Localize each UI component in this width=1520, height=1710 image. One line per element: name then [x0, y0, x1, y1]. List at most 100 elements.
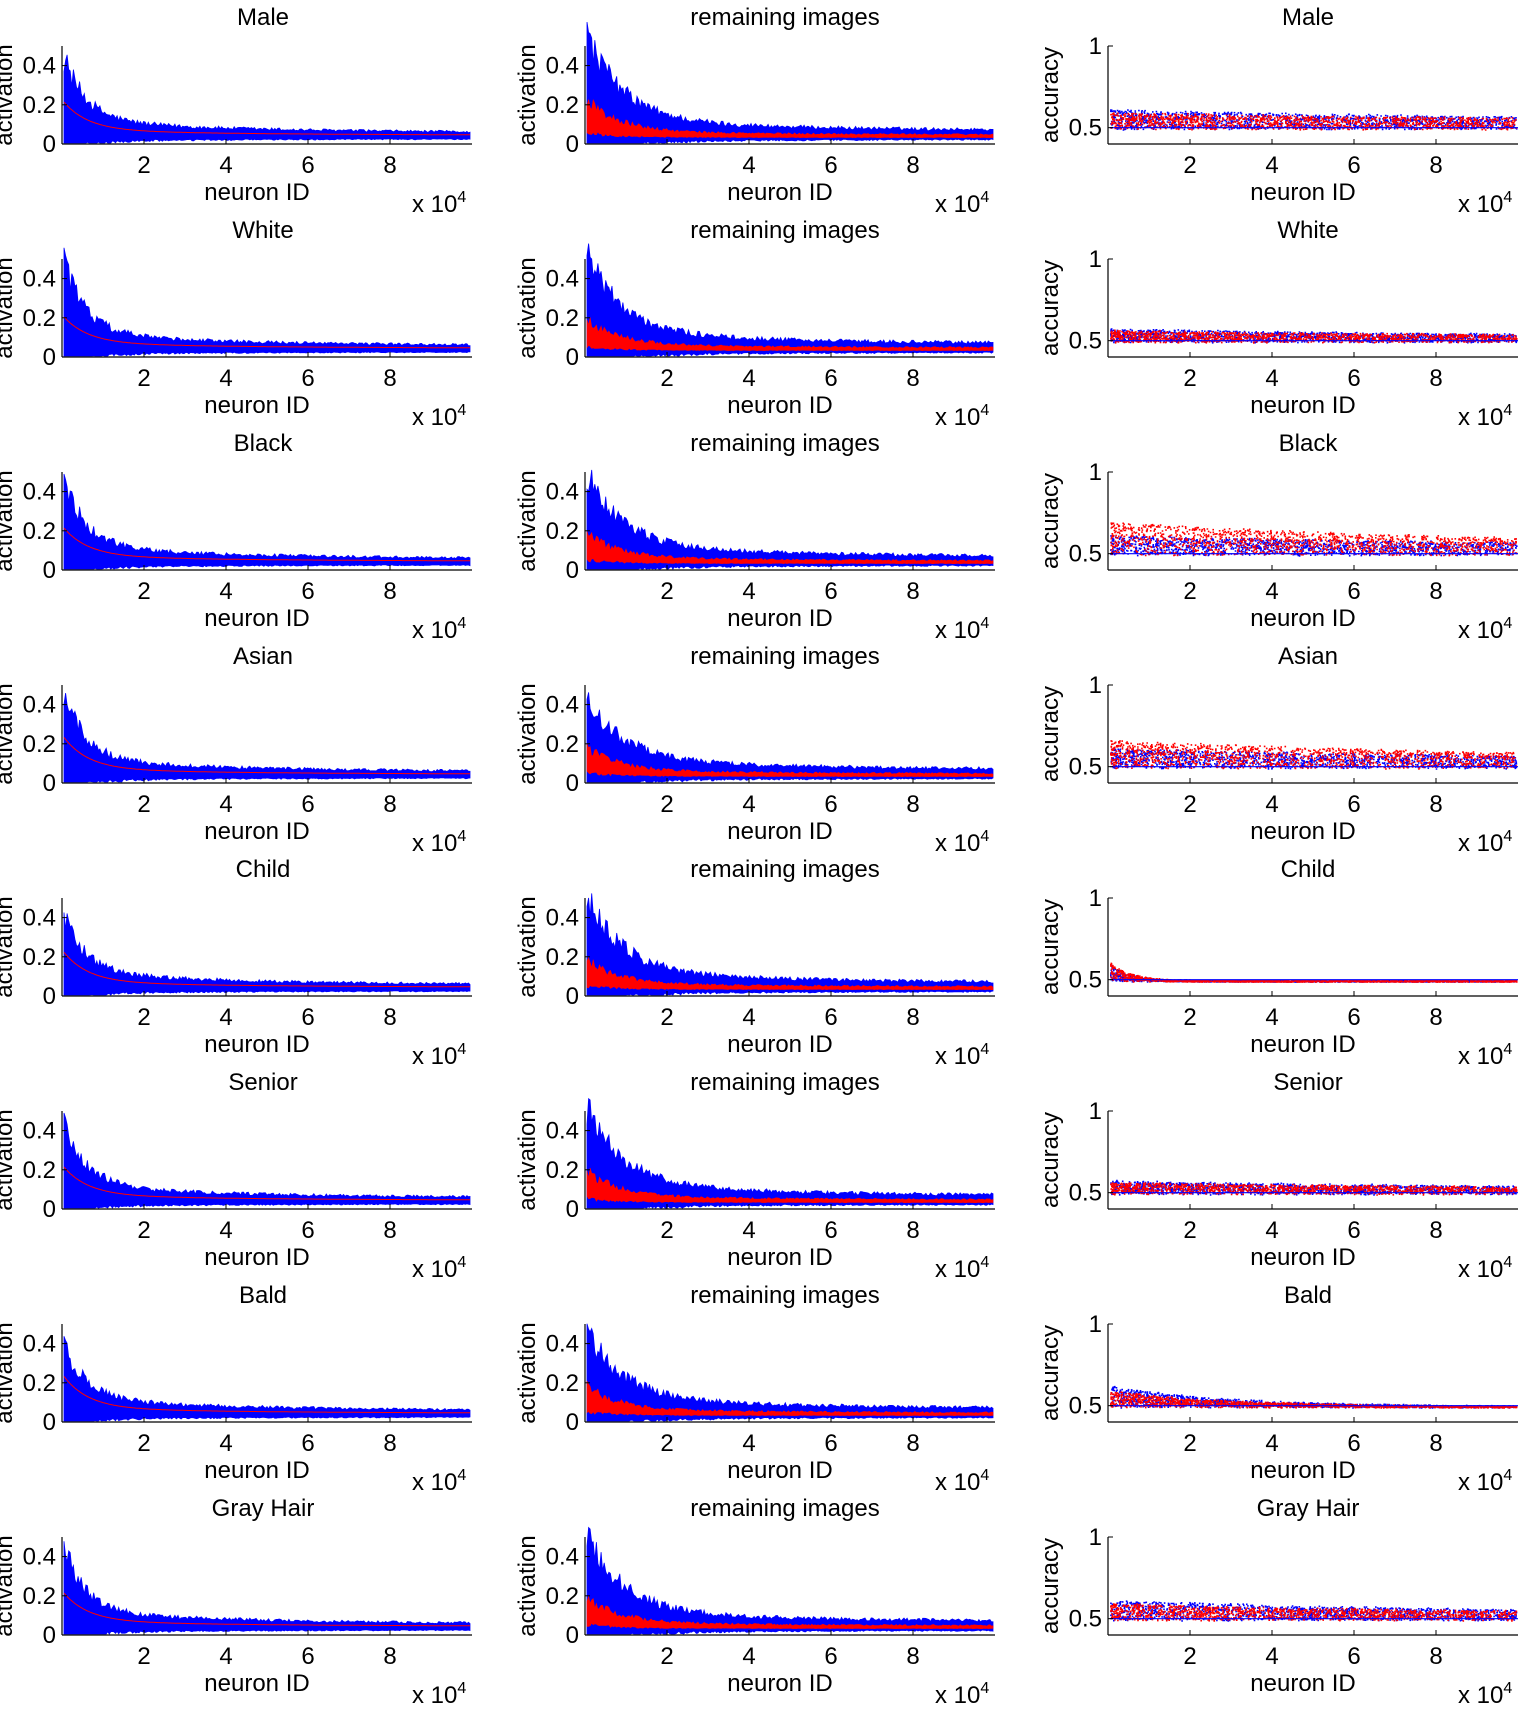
x-tick-label: 6: [824, 1217, 837, 1244]
x-axis-label: neuron ID: [1250, 1670, 1355, 1697]
x-tick-label: 4: [219, 1004, 232, 1031]
y-axis-label: activation: [514, 1322, 541, 1423]
x-multiplier-label: x 104: [935, 1467, 989, 1496]
x-multiplier-label: x 104: [935, 1041, 989, 1070]
y-tick-label: 0: [566, 1622, 579, 1649]
x-tick-label: 8: [1429, 152, 1442, 179]
x-axis-label: neuron ID: [1250, 818, 1355, 845]
plot-title: remaining images: [690, 1069, 879, 1096]
x-axis-label: neuron ID: [727, 605, 832, 632]
x-tick-label: 4: [1265, 578, 1278, 605]
x-tick-label: 8: [383, 1004, 396, 1031]
y-tick-label: 0.4: [23, 266, 56, 293]
plot-title: Bald: [239, 1282, 287, 1309]
x-tick-label: 6: [1347, 578, 1360, 605]
activation-plot-left: Child 2 4 6 8 0 0.2 0.4 neuron ID activation x 104: [0, 856, 472, 1070]
x-tick-label: 8: [1429, 578, 1442, 605]
x-multiplier-label: x 104: [1458, 1680, 1512, 1709]
x-tick-label: 6: [301, 1430, 314, 1457]
x-tick-label: 4: [742, 1430, 755, 1457]
x-tick-label: 4: [219, 578, 232, 605]
x-tick-label: 8: [906, 365, 919, 392]
y-tick-label: 0.2: [546, 518, 579, 545]
y-tick-label: 0.5: [1069, 1606, 1102, 1633]
accuracy-plot: Child 2 4 6 8 0.5 1 neuron ID accuracy x 104: [1037, 856, 1518, 1070]
x-tick-label: 2: [137, 1430, 150, 1457]
x-tick-label: 6: [824, 1643, 837, 1670]
y-tick-label: 1: [1089, 885, 1102, 912]
x-tick-label: 2: [137, 791, 150, 818]
plot-title: Senior: [1273, 1069, 1342, 1096]
x-tick-label: 4: [1265, 365, 1278, 392]
x-tick-label: 8: [383, 365, 396, 392]
y-tick-label: 0: [43, 131, 56, 158]
y-axis-label: accuracy: [1037, 473, 1064, 569]
y-tick-label: 0.4: [546, 479, 579, 506]
x-axis-label: neuron ID: [204, 392, 309, 419]
y-tick-label: 0.4: [23, 905, 56, 932]
x-axis-label: neuron ID: [1250, 1031, 1355, 1058]
plot-title: remaining images: [690, 643, 879, 670]
x-tick-label: 2: [660, 791, 673, 818]
activation-plot-left: White 2 4 6 8 0 0.2 0.4 neuron ID activation x 104: [0, 217, 472, 431]
x-tick-label: 6: [824, 1430, 837, 1457]
mean-activation-band: [586, 743, 994, 778]
x-tick-label: 4: [742, 1004, 755, 1031]
x-axis-label: neuron ID: [204, 1670, 309, 1697]
x-axis-label: neuron ID: [204, 818, 309, 845]
y-tick-label: 0.2: [546, 1157, 579, 1184]
y-tick-label: 1: [1089, 1524, 1102, 1551]
y-axis-label: accuracy: [1037, 686, 1064, 782]
x-tick-label: 8: [906, 1643, 919, 1670]
y-tick-label: 0.2: [23, 518, 56, 545]
activation-plot-left: Gray Hair 2 4 6 8 0 0.2 0.4 neuron ID activation x…: [0, 1495, 472, 1709]
y-axis-label: activation: [514, 896, 541, 997]
activation-plot-remaining: remaining images 2 4 6 8 0 0.2 0.4 neuron ID acti…: [514, 4, 995, 218]
x-tick-label: 4: [742, 152, 755, 179]
x-tick-label: 8: [383, 578, 396, 605]
activation-range-band: [586, 1323, 994, 1422]
mean-activation-band: [586, 531, 994, 565]
x-axis-label: neuron ID: [727, 1244, 832, 1271]
activation-range-band: [586, 243, 994, 357]
y-tick-label: 0.4: [546, 266, 579, 293]
x-axis-label: neuron ID: [1250, 392, 1355, 419]
activation-range-band: [586, 692, 994, 783]
x-tick-label: 6: [301, 1217, 314, 1244]
x-tick-label: 6: [301, 1643, 314, 1670]
x-tick-label: 2: [137, 365, 150, 392]
y-tick-label: 0: [43, 983, 56, 1010]
activation-plot-left: Male 2 4 6 8 0 0.2 0.4 neuron ID activation x 104: [0, 4, 472, 218]
y-tick-label: 0.4: [546, 905, 579, 932]
x-multiplier-label: x 104: [935, 828, 989, 857]
y-axis-label: activation: [0, 1109, 18, 1210]
y-axis-label: activation: [0, 44, 18, 145]
x-tick-label: 2: [137, 1004, 150, 1031]
y-tick-label: 0.4: [546, 53, 579, 80]
y-tick-label: 0.4: [23, 1331, 56, 1358]
plot-title: Gray Hair: [212, 1495, 315, 1522]
x-tick-label: 4: [1265, 1004, 1278, 1031]
plot-title: Asian: [1278, 643, 1338, 670]
x-tick-label: 6: [824, 578, 837, 605]
plot-title: Black: [1279, 430, 1339, 457]
x-tick-label: 8: [906, 791, 919, 818]
x-tick-label: 6: [301, 578, 314, 605]
mean-activation-curve: [63, 316, 470, 349]
activation-plot-remaining: remaining images 2 4 6 8 0 0.2 0.4 neuron ID acti…: [514, 1282, 995, 1496]
y-tick-label: 0.4: [23, 53, 56, 80]
x-tick-label: 4: [219, 365, 232, 392]
x-tick-label: 2: [1183, 152, 1196, 179]
x-multiplier-label: x 104: [412, 402, 466, 431]
activation-plot-left: Asian 2 4 6 8 0 0.2 0.4 neuron ID activation x 104: [0, 643, 472, 857]
blue-accuracy-points: [1110, 328, 1518, 344]
plot-title: Senior: [228, 1069, 297, 1096]
activation-plot-remaining: remaining images 2 4 6 8 0 0.2 0.4 neuron ID acti…: [514, 1069, 995, 1283]
y-tick-label: 0.4: [23, 1544, 56, 1571]
x-tick-label: 6: [301, 791, 314, 818]
blue-accuracy-points: [1110, 748, 1518, 770]
x-multiplier-label: x 104: [935, 189, 989, 218]
x-tick-label: 4: [742, 1217, 755, 1244]
y-tick-label: 0: [43, 344, 56, 371]
